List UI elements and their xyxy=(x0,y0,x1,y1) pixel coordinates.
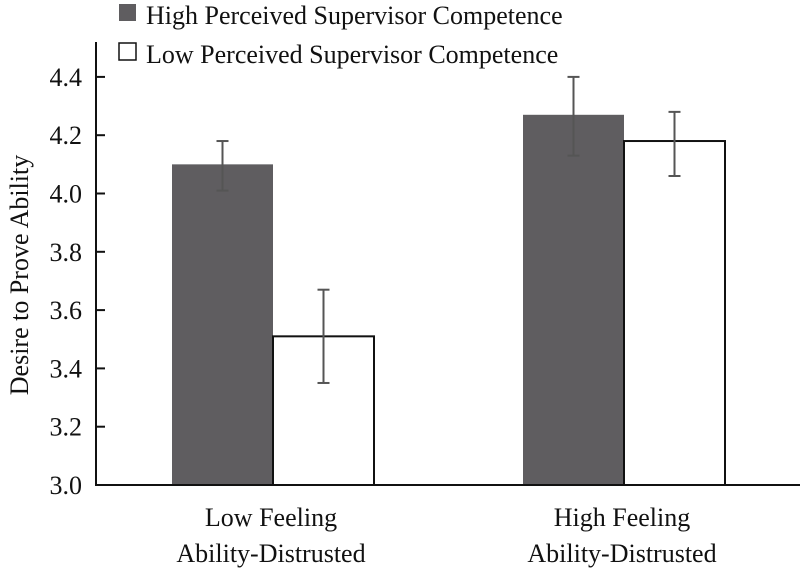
y-tick-label: 4.2 xyxy=(50,121,83,150)
legend: High Perceived Supervisor Competence Low … xyxy=(118,1,563,69)
y-tick-label: 3.4 xyxy=(50,354,83,383)
y-tick-labels: 3.0 3.2 3.4 3.6 3.8 4.0 4.2 4.4 xyxy=(50,63,83,500)
legend-swatch-high xyxy=(119,4,136,21)
y-tick-label: 3.0 xyxy=(50,471,83,500)
legend-swatch-low xyxy=(118,42,137,61)
x-category-label: Ability-Distrusted xyxy=(527,539,716,568)
y-tick-label: 3.2 xyxy=(50,413,83,442)
error-bars xyxy=(216,75,681,384)
bar-low-competence-high-feeling xyxy=(623,140,726,486)
bars xyxy=(172,114,726,486)
error-bar xyxy=(668,110,681,178)
error-bar xyxy=(567,75,580,157)
axes xyxy=(95,42,800,486)
x-category-label: Ability-Distrusted xyxy=(176,539,365,568)
y-tick-label: 3.8 xyxy=(50,238,83,267)
legend-label: High Perceived Supervisor Competence xyxy=(146,1,563,30)
y-axis-title: Desire to Prove Ability xyxy=(5,155,34,395)
x-category-label: High Feeling xyxy=(554,503,691,532)
legend-label: Low Perceived Supervisor Competence xyxy=(146,40,558,69)
x-category-label: Low Feeling xyxy=(205,503,337,532)
bar-high-competence-high-feeling xyxy=(523,114,624,486)
error-bar xyxy=(216,140,229,192)
y-tick-label: 4.0 xyxy=(50,180,83,209)
x-category-labels: Low Feeling Ability-Distrusted High Feelin… xyxy=(176,503,716,568)
bar-high-competence-low-feeling xyxy=(172,164,273,485)
error-bar xyxy=(317,288,330,384)
y-tick-label: 4.4 xyxy=(50,63,83,92)
y-tick-label: 3.6 xyxy=(50,296,83,325)
